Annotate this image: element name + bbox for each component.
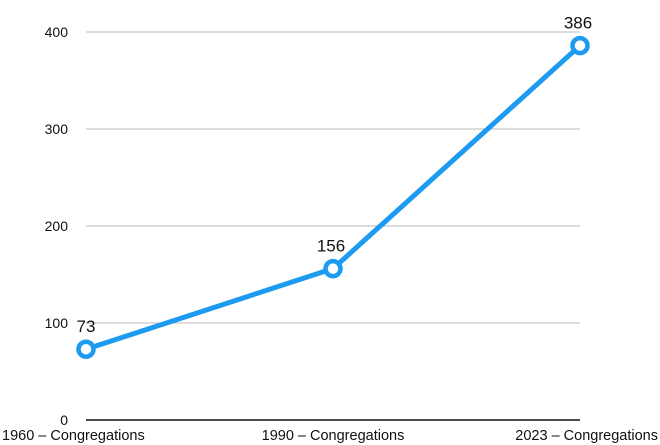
data-point-1 — [323, 258, 343, 279]
y-axis-tick-labels: 0 100 200 300 400 — [45, 24, 69, 428]
y-tick-label-300: 300 — [45, 121, 69, 137]
y-tick-label-400: 400 — [45, 24, 69, 40]
y-tick-label-100: 100 — [45, 315, 69, 331]
data-label-2: 386 — [564, 14, 592, 33]
gridlines — [86, 31, 580, 324]
data-labels: 73 156 386 — [77, 14, 593, 337]
data-label-0: 73 — [77, 317, 96, 336]
x-category-label-0: 1960 – Congregations — [2, 428, 145, 444]
x-category-label-2: 2023 – Congregations — [515, 428, 658, 444]
x-category-label-1: 1990 – Congregations — [262, 428, 405, 444]
series-line-0 — [83, 43, 583, 352]
x-axis-category-labels: 1960 – Congregations 1990 – Congregations… — [2, 428, 658, 444]
series-group — [76, 35, 590, 359]
data-point-2 — [570, 35, 590, 56]
data-point-0 — [76, 339, 96, 359]
data-label-1: 156 — [317, 237, 345, 256]
y-tick-label-200: 200 — [45, 218, 69, 234]
y-tick-label-0: 0 — [60, 412, 68, 428]
